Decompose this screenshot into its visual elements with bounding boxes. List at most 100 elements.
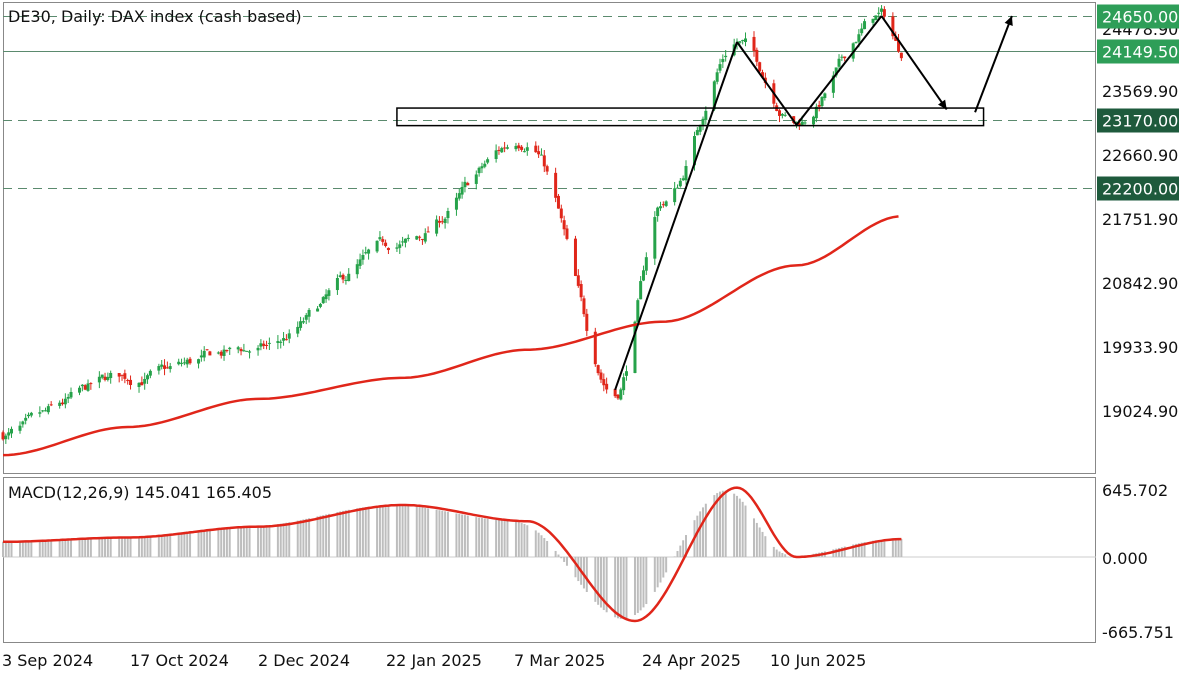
candle-body xyxy=(335,278,339,291)
candle-body xyxy=(265,344,269,346)
candle-body xyxy=(398,244,402,248)
candle-body xyxy=(882,9,886,17)
candle-body xyxy=(375,240,379,252)
price-tick: 23569.90 xyxy=(1102,82,1178,101)
candle-body xyxy=(500,148,504,153)
candle-body xyxy=(880,8,884,12)
candle-body xyxy=(692,136,696,166)
analysis-drawings xyxy=(396,15,1013,391)
candle-body xyxy=(675,187,679,189)
candle-body xyxy=(520,146,524,150)
candle-body xyxy=(891,16,895,37)
candle-body xyxy=(715,72,719,82)
macd-tick: 0.000 xyxy=(1102,549,1148,568)
candle-body xyxy=(18,425,22,431)
price-tick: 22660.90 xyxy=(1102,146,1178,165)
candle-body xyxy=(103,376,107,380)
candle-body xyxy=(180,362,184,364)
candle-body xyxy=(457,193,461,199)
candle-body xyxy=(812,116,816,125)
candle-body xyxy=(780,114,784,116)
macd-tick: -665.751 xyxy=(1102,623,1174,642)
macd-histogram xyxy=(2,490,1096,620)
candle-body xyxy=(168,366,172,370)
candle-body xyxy=(316,308,320,312)
candle-body xyxy=(559,208,563,219)
candle-body xyxy=(741,39,745,41)
candle-body xyxy=(854,42,858,44)
price-tick: 19024.90 xyxy=(1102,402,1178,421)
trend-line xyxy=(736,41,798,126)
candle-body xyxy=(474,174,478,184)
candle-body xyxy=(695,130,699,136)
candle-body xyxy=(820,97,824,106)
candlestick-series xyxy=(1,5,903,444)
candle-body xyxy=(420,238,424,240)
candle-body xyxy=(177,361,181,365)
candle-body xyxy=(126,380,130,382)
candle-body xyxy=(129,379,133,386)
candle-body xyxy=(63,398,67,405)
candle-body xyxy=(38,412,42,414)
candle-body xyxy=(355,264,359,275)
candle-body xyxy=(262,343,266,346)
candle-body xyxy=(539,154,543,156)
candle-body xyxy=(109,372,113,379)
candle-body xyxy=(7,432,11,436)
candle-body xyxy=(899,52,903,59)
candle-body xyxy=(633,321,637,374)
candle-body xyxy=(664,201,668,206)
time-label: 24 Apr 2025 xyxy=(642,651,741,670)
level-tag-label: 22200.00 xyxy=(1102,180,1178,199)
candle-body xyxy=(837,58,841,67)
candle-body xyxy=(386,247,390,251)
candle-body xyxy=(537,151,541,155)
candle-body xyxy=(755,49,759,62)
candle-body xyxy=(143,378,147,384)
trend-line xyxy=(614,41,738,391)
candle-body xyxy=(287,333,291,339)
candle-body xyxy=(321,297,325,304)
candle-body xyxy=(83,385,87,390)
moving-average-line xyxy=(2,215,899,457)
candle-body xyxy=(49,404,53,406)
candle-body xyxy=(165,367,169,369)
candle-body xyxy=(236,347,240,350)
candle-body xyxy=(1,432,5,440)
candle-body xyxy=(831,75,835,93)
level-lines xyxy=(3,16,1096,189)
level-tag-label: 24149.50 xyxy=(1102,43,1178,62)
candle-body xyxy=(454,197,458,210)
candle-body xyxy=(69,392,73,398)
candle-body xyxy=(817,105,821,107)
candle-body xyxy=(307,309,311,317)
candle-body xyxy=(724,55,728,58)
candle-body xyxy=(89,383,93,385)
candle-body xyxy=(599,372,603,380)
candle-body xyxy=(418,236,422,238)
candle-body xyxy=(80,384,84,387)
candle-body xyxy=(157,366,161,371)
candle-body xyxy=(494,150,498,160)
candle-body xyxy=(653,217,657,259)
candle-body xyxy=(123,373,127,379)
candle-body xyxy=(641,270,645,281)
candle-body xyxy=(276,341,280,343)
candle-body xyxy=(562,220,566,230)
candle-body xyxy=(208,351,212,356)
candle-body xyxy=(148,370,152,376)
candle-body xyxy=(347,273,351,282)
candle-body xyxy=(267,342,271,344)
candle-body xyxy=(146,375,150,380)
price-tick: 19933.90 xyxy=(1102,338,1178,357)
candle-body xyxy=(381,239,385,242)
trend-line xyxy=(880,15,948,111)
price-tick: 20842.90 xyxy=(1102,274,1178,293)
candle-body xyxy=(576,275,580,286)
candle-body xyxy=(636,300,640,322)
candle-body xyxy=(78,387,82,393)
candle-body xyxy=(505,147,509,149)
candle-body xyxy=(556,195,560,209)
